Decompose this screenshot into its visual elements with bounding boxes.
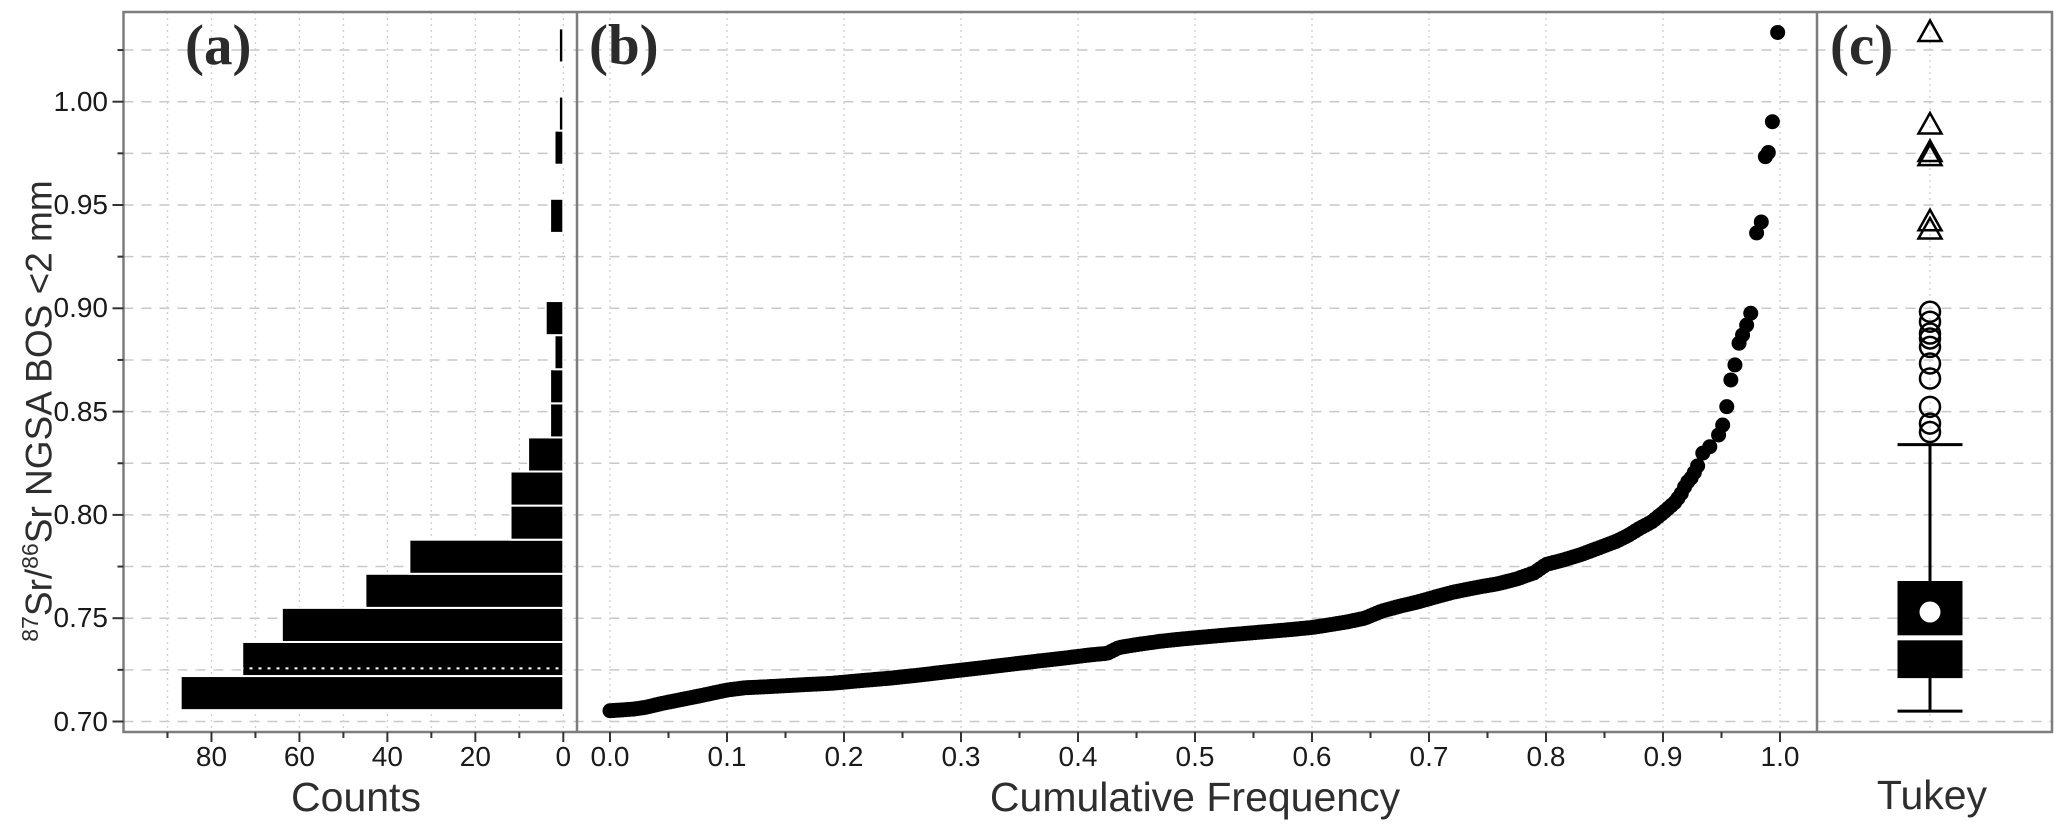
boxplot-outlier-circle (1918, 300, 1942, 324)
histogram-bar (408, 538, 565, 575)
histogram-bar (549, 402, 565, 439)
panel-b-x-tick-label: 0.7 (1409, 741, 1449, 772)
panel-b-label: (b) (589, 14, 659, 77)
boxplot-outlier-circle (1918, 395, 1942, 419)
y-tick-label: 0.95 (53, 189, 109, 220)
histogram-bar (553, 334, 565, 371)
histogram-bar (544, 300, 565, 337)
panel-c-axis-title: Tukey (1876, 772, 1988, 818)
boxplot-outlier-circle (1918, 412, 1942, 435)
panel-b-x-tick-label: 0.1 (707, 741, 747, 772)
y-axis-title-rest: Sr NGSA BOS <2 mm (18, 180, 60, 544)
boxplot-outlier-triangle (1916, 215, 1944, 240)
cdf-point-upper-tail (1753, 214, 1769, 230)
boxplot-outlier-triangle (1916, 17, 1944, 43)
panel-b-x-tick-label: 0.4 (1058, 741, 1098, 772)
panel-b-x-tick-label: 0.6 (1292, 741, 1332, 772)
panel-a-x-tick-label: 60 (283, 741, 315, 772)
boxplot-outlier-triangle (1916, 142, 1944, 167)
boxplot-outlier-circle (1918, 322, 1942, 345)
panel-a-axis-title: Counts (291, 774, 421, 820)
histogram-bar (509, 470, 565, 507)
boxplot-outlier-circle (1918, 420, 1942, 444)
y-axis-title-superscript-86: 86 (17, 543, 43, 569)
panel-a-x-tick-label: 40 (371, 741, 403, 772)
cdf-point-upper-tail (1723, 372, 1739, 388)
panel-b-x-tick-label: 0.0 (590, 741, 630, 772)
cdf-point-upper-tail (1727, 357, 1743, 373)
y-tick-label: 0.70 (53, 705, 109, 737)
cdf-point-upper-tail (1702, 439, 1718, 455)
boxplot-outlier-circle (1918, 335, 1942, 359)
y-tick-label: 0.80 (53, 498, 109, 530)
histogram-bar (280, 606, 565, 643)
histogram-bar (553, 129, 565, 166)
boxplot-outlier-circle (1918, 310, 1942, 333)
boxplot-outlier-triangle (1916, 207, 1944, 232)
histogram-bar (509, 504, 565, 541)
panel-c-label: (c) (1830, 14, 1894, 77)
histogram-bar (179, 675, 565, 712)
cdf-point-upper-tail (1715, 417, 1731, 433)
panel-b-x-tick-label: 1.0 (1760, 741, 1800, 772)
boxplot-outlier-triangle (1916, 110, 1944, 135)
histogram-bar (549, 197, 565, 234)
cdf-point-upper-tail (1739, 317, 1755, 333)
plot-frame (122, 10, 2054, 734)
boxplot-outlier-triangle (1916, 137, 1944, 163)
boxplot-box (1897, 581, 1963, 679)
panel-b-x-tick-label: 0.3 (941, 741, 981, 772)
cdf-point-upper-tail (1719, 399, 1735, 415)
panel-b-x-tick-label: 0.8 (1526, 741, 1566, 772)
histogram-bar (557, 27, 565, 64)
y-tick-label: 0.85 (53, 395, 109, 427)
histogram-bar (527, 436, 565, 473)
y-tick-label: 0.75 (53, 602, 109, 634)
panel-a-x-tick-label: 20 (459, 741, 491, 772)
panel-b-axis-title: Cumulative Frequency (989, 774, 1401, 820)
cdf-point (1690, 458, 1706, 474)
panel-b-x-tick-label: 0.2 (824, 741, 864, 772)
histogram-bar (549, 368, 565, 405)
boxplot-outlier-circle (1918, 352, 1942, 375)
panel-a-label: (a) (185, 14, 252, 77)
cdf-point-upper-tail (1743, 305, 1759, 321)
boxplot-mean-dot (1919, 601, 1941, 623)
panel-b-x-tick-label: 0.5 (1175, 741, 1215, 772)
panel-a-x-tick-label: 80 (195, 741, 228, 772)
y-tick-label: 1.00 (53, 85, 109, 117)
panel-b-x-tick-label: 0.9 (1643, 741, 1683, 772)
cdf-point-upper-tail (1770, 24, 1786, 40)
histogram-bar (557, 95, 565, 132)
y-tick-label: 0.90 (53, 292, 109, 324)
boxplot-outlier-circle (1918, 367, 1942, 390)
boxplot-median-line (1897, 635, 1963, 641)
histogram-bar (241, 640, 565, 678)
cdf-point-upper-tail (1760, 145, 1776, 161)
histogram-bar (364, 572, 565, 609)
panel-a-x-tick-label: 0 (555, 741, 572, 772)
cdf-point-upper-tail (1764, 114, 1780, 130)
